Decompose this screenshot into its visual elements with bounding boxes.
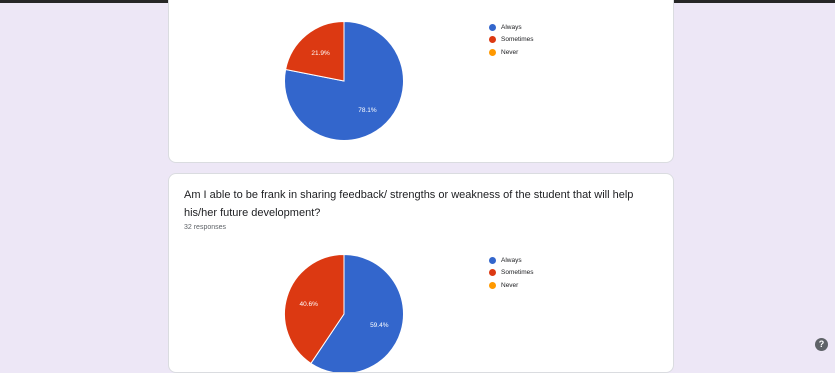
legend-item-never[interactable]: Never xyxy=(489,279,534,292)
help-icon[interactable]: ? xyxy=(815,338,828,351)
legend-swatch xyxy=(489,24,496,31)
pie-chart-2: 59.4% 40.6% xyxy=(284,254,404,373)
legend-label: Always xyxy=(501,24,522,31)
legend-swatch xyxy=(489,257,496,264)
legend-label: Sometimes xyxy=(501,269,534,276)
question-text: Am I able to be frank in sharing feedbac… xyxy=(184,186,654,222)
legend-item-sometimes[interactable]: Sometimes xyxy=(489,34,534,47)
response-count: 32 responses xyxy=(184,224,226,231)
legend-swatch xyxy=(489,49,496,56)
pie-data-label: 59.4% xyxy=(370,322,389,329)
legend-item-always[interactable]: Always xyxy=(489,21,534,34)
legend-swatch xyxy=(489,36,496,43)
pie-data-label: 78.1% xyxy=(358,107,377,114)
pie-chart-1: 78.1% 21.9% xyxy=(284,21,404,141)
pie-data-label: 40.6% xyxy=(299,301,318,308)
legend-item-never[interactable]: Never xyxy=(489,46,534,59)
question-card-1: 78.1% 21.9% Always Sometimes Never xyxy=(168,0,674,163)
legend-label: Never xyxy=(501,282,518,289)
legend-item-sometimes[interactable]: Sometimes xyxy=(489,267,534,280)
legend-item-always[interactable]: Always xyxy=(489,254,534,267)
legend-1: Always Sometimes Never xyxy=(489,21,534,59)
legend-label: Sometimes xyxy=(501,36,534,43)
legend-label: Never xyxy=(501,49,518,56)
legend-2: Always Sometimes Never xyxy=(489,254,534,292)
question-card-2: Am I able to be frank in sharing feedbac… xyxy=(168,173,674,373)
pie-data-label: 21.9% xyxy=(311,50,330,57)
legend-label: Always xyxy=(501,257,522,264)
legend-swatch xyxy=(489,282,496,289)
legend-swatch xyxy=(489,269,496,276)
